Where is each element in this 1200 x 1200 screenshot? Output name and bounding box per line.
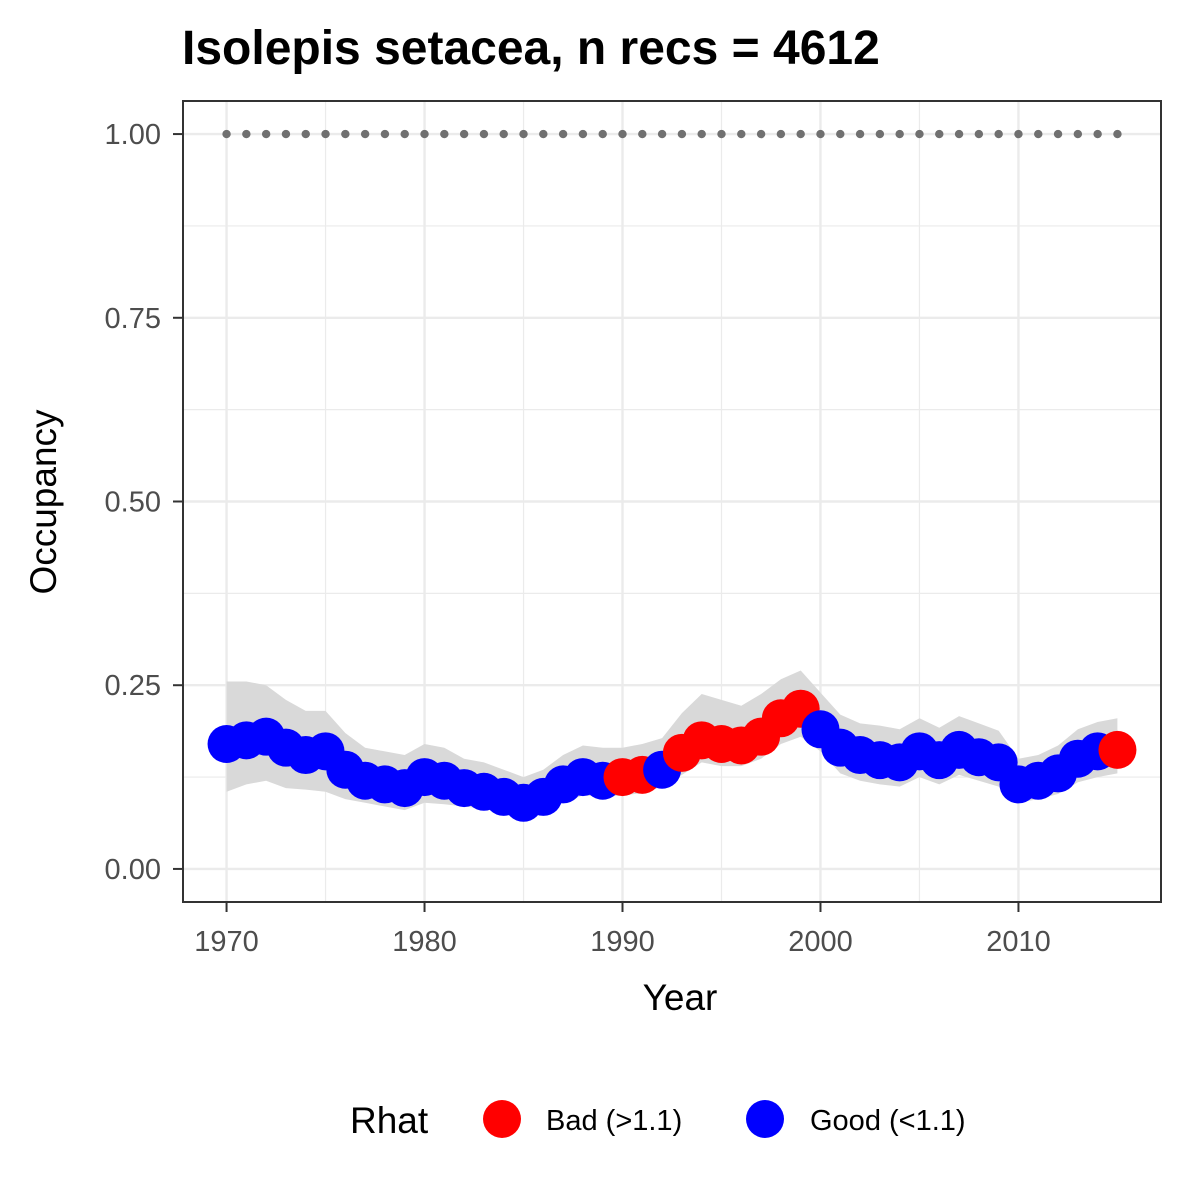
reference-line-dot (380, 129, 390, 139)
reference-line-dot (776, 129, 786, 139)
y-tick-label: 0.25 (105, 670, 161, 702)
reference-line-dot (895, 129, 904, 139)
x-axis-title: Year (643, 977, 718, 1018)
reference-line-dot (618, 129, 627, 139)
legend: Rhat Bad (>1.1) Good (<1.1) (350, 1100, 966, 1141)
y-tick-label: 0.75 (105, 303, 161, 335)
reference-line-dot (578, 129, 588, 139)
y-axis-title: Occupancy (23, 409, 64, 595)
reference-line-dot (400, 129, 409, 139)
reference-line-dot (281, 129, 291, 139)
reference-line-dot (242, 129, 251, 139)
y-tick-label: 0.00 (105, 854, 161, 886)
y-axis: 0.00 0.25 0.50 0.75 1.00 (105, 119, 183, 886)
reference-line-dot (1034, 129, 1043, 139)
x-tick-label: 2010 (986, 926, 1051, 958)
reference-line-dot (717, 129, 726, 139)
reference-line-dot (697, 129, 706, 139)
legend-label-good: Good (<1.1) (810, 1105, 966, 1137)
chart-title: Isolepis setacea, n recs = 4612 (182, 22, 880, 75)
reference-line-dot (994, 129, 1003, 139)
reference-line-dot (261, 129, 271, 139)
x-tick-label: 1980 (392, 926, 457, 958)
reference-line-dot (1113, 129, 1122, 139)
reference-line-dot (341, 129, 350, 139)
reference-line-dot (301, 129, 310, 139)
reference-line-dot (222, 129, 231, 139)
legend-key-good (746, 1100, 784, 1138)
reference-line-dot (539, 129, 548, 139)
reference-line-dot (1073, 129, 1083, 139)
reference-line-dot (657, 129, 667, 139)
reference-line-dot (836, 129, 845, 139)
reference-line-dot (479, 129, 489, 139)
y-tick-label: 0.50 (105, 487, 161, 519)
reference-line-dot (459, 129, 469, 139)
reference-line-dot (1093, 129, 1102, 139)
reference-line-dot (360, 129, 370, 139)
reference-line-dot (440, 129, 449, 139)
reference-line-dot (855, 129, 865, 139)
reference-line-dot (974, 129, 984, 139)
reference-line-dot (420, 129, 429, 139)
x-tick-label: 1990 (590, 926, 655, 958)
reference-line-dot (558, 129, 568, 139)
x-tick-label: 1970 (194, 926, 259, 958)
data-point-bad (1098, 730, 1137, 769)
reference-line-dot (638, 129, 647, 139)
legend-title: Rhat (350, 1100, 429, 1141)
reference-line-dot (954, 129, 964, 139)
reference-line-dot (935, 129, 944, 139)
reference-line-dot (321, 129, 330, 139)
occupancy-points (207, 689, 1137, 822)
reference-line-dot (756, 129, 766, 139)
reference-line-dots (222, 129, 1122, 139)
reference-line-dot (1014, 129, 1023, 139)
reference-line-dot (1053, 129, 1063, 139)
reference-line-dot (519, 129, 528, 139)
reference-line-dot (499, 129, 508, 139)
reference-line-dot (796, 129, 805, 139)
x-tick-label: 2000 (788, 926, 853, 958)
x-axis: 1970 1980 1990 2000 2010 (194, 902, 1051, 958)
reference-line-dot (737, 129, 746, 139)
legend-label-bad: Bad (>1.1) (546, 1105, 682, 1137)
reference-line-dot (915, 129, 924, 139)
reference-line-dot (598, 129, 607, 139)
y-tick-label: 1.00 (105, 119, 161, 151)
reference-line-dot (677, 129, 687, 139)
reference-line-dot (816, 129, 825, 139)
legend-key-bad (483, 1100, 521, 1138)
reference-line-dot (875, 129, 885, 139)
